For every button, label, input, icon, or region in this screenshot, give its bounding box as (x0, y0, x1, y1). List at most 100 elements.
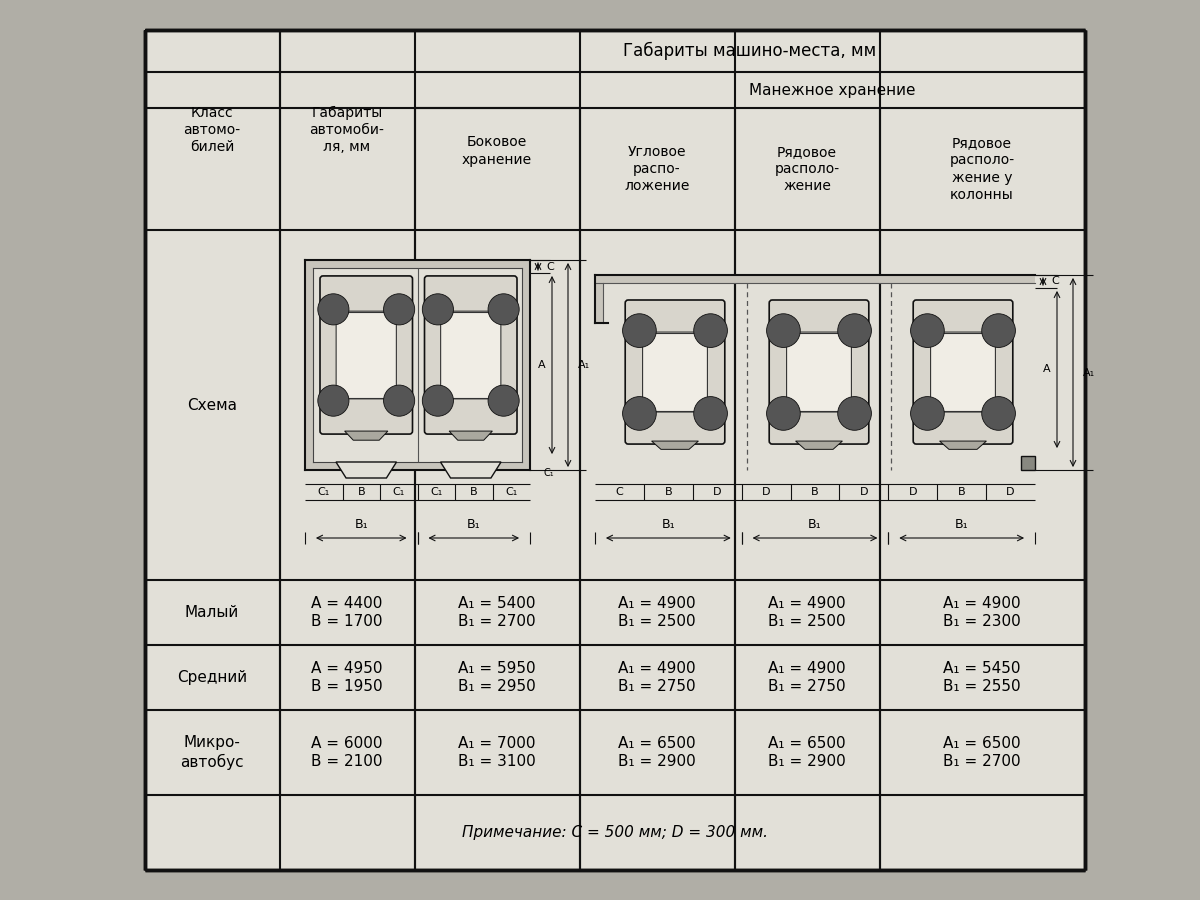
Text: Рядовое
располо-
жение: Рядовое располо- жение (774, 145, 840, 194)
Circle shape (422, 293, 454, 325)
Polygon shape (344, 431, 388, 440)
Text: Боковое
хранение: Боковое хранение (462, 135, 532, 166)
Polygon shape (440, 462, 502, 478)
Text: Средний: Средний (176, 670, 247, 685)
Circle shape (767, 314, 800, 347)
Text: B₁: B₁ (354, 518, 368, 530)
FancyBboxPatch shape (425, 276, 517, 434)
Text: C₁: C₁ (392, 487, 404, 497)
Polygon shape (449, 431, 492, 440)
FancyBboxPatch shape (913, 300, 1013, 444)
Circle shape (982, 397, 1015, 430)
Text: B₁: B₁ (955, 518, 968, 530)
Text: A₁: A₁ (1084, 367, 1096, 377)
FancyBboxPatch shape (440, 311, 500, 399)
Circle shape (982, 314, 1015, 347)
Text: B: B (470, 487, 478, 497)
Text: Угловое
распо-
ложение: Угловое распо- ложение (624, 145, 690, 194)
Polygon shape (580, 796, 581, 869)
Text: A₁ = 5950
B₁ = 2950: A₁ = 5950 B₁ = 2950 (458, 661, 536, 694)
Polygon shape (878, 231, 881, 579)
Circle shape (488, 293, 520, 325)
Text: Манежное хранение: Манежное хранение (749, 83, 916, 97)
Circle shape (838, 314, 871, 347)
Text: D: D (908, 487, 917, 497)
Polygon shape (595, 275, 1034, 283)
Circle shape (694, 397, 727, 430)
Text: C: C (616, 487, 623, 497)
FancyBboxPatch shape (769, 300, 869, 444)
Polygon shape (796, 441, 842, 449)
Text: C₁: C₁ (430, 487, 443, 497)
Text: A₁ = 5400
B₁ = 2700: A₁ = 5400 B₁ = 2700 (458, 596, 536, 629)
Polygon shape (414, 231, 416, 579)
Text: A₁ = 7000
B₁ = 3100: A₁ = 7000 B₁ = 3100 (458, 735, 536, 770)
Text: A: A (1043, 364, 1051, 374)
FancyBboxPatch shape (642, 332, 708, 412)
Text: A₁ = 6500
B₁ = 2900: A₁ = 6500 B₁ = 2900 (618, 735, 696, 770)
Text: A₁ = 5450
B₁ = 2550: A₁ = 5450 B₁ = 2550 (943, 661, 1021, 694)
Polygon shape (336, 462, 396, 478)
Polygon shape (414, 109, 416, 229)
Circle shape (318, 385, 349, 416)
Circle shape (911, 397, 944, 430)
Text: A₁ = 4900
B₁ = 2750: A₁ = 4900 B₁ = 2750 (618, 661, 696, 694)
Polygon shape (305, 260, 530, 470)
FancyBboxPatch shape (320, 276, 413, 434)
Text: B: B (665, 487, 672, 497)
Text: A₁ = 4900
B₁ = 2750: A₁ = 4900 B₁ = 2750 (768, 661, 846, 694)
Circle shape (488, 385, 520, 416)
Text: A₁ = 4900
B₁ = 2300: A₁ = 4900 B₁ = 2300 (943, 596, 1021, 629)
Text: A₁: A₁ (578, 360, 590, 370)
Text: A: A (538, 360, 546, 370)
Text: D: D (713, 487, 721, 497)
Polygon shape (734, 31, 736, 71)
Polygon shape (652, 441, 698, 449)
Text: C₁: C₁ (318, 487, 330, 497)
Polygon shape (145, 30, 1085, 870)
Text: C: C (1051, 276, 1058, 286)
Circle shape (318, 293, 349, 325)
Text: A₁ = 6500
B₁ = 2900: A₁ = 6500 B₁ = 2900 (768, 735, 846, 770)
Text: Габариты машино-места, мм: Габариты машино-места, мм (623, 42, 877, 60)
Text: Микро-
автобус: Микро- автобус (180, 735, 244, 770)
Circle shape (623, 314, 656, 347)
Text: C₁: C₁ (542, 467, 553, 478)
Polygon shape (595, 283, 604, 323)
Circle shape (694, 314, 727, 347)
Text: B: B (358, 487, 365, 497)
Text: B: B (811, 487, 818, 497)
Text: Схема: Схема (187, 398, 238, 412)
Polygon shape (580, 31, 581, 71)
Text: B₁: B₁ (661, 518, 676, 530)
Polygon shape (734, 73, 736, 107)
Text: A = 6000
B = 2100: A = 6000 B = 2100 (311, 735, 383, 770)
Text: D: D (859, 487, 868, 497)
Text: B₁: B₁ (467, 518, 480, 530)
Text: A = 4400
B = 1700: A = 4400 B = 1700 (311, 596, 383, 629)
Bar (1021, 456, 1034, 470)
Circle shape (838, 397, 871, 430)
Text: A₁ = 6500
B₁ = 2700: A₁ = 6500 B₁ = 2700 (943, 735, 1021, 770)
FancyBboxPatch shape (786, 332, 852, 412)
Text: C: C (546, 262, 553, 272)
Polygon shape (878, 796, 881, 869)
Circle shape (911, 314, 944, 347)
Polygon shape (580, 231, 581, 579)
Polygon shape (278, 31, 281, 229)
Polygon shape (878, 73, 881, 107)
Circle shape (384, 293, 415, 325)
Text: C₁: C₁ (505, 487, 517, 497)
Polygon shape (278, 796, 281, 869)
Text: A₁ = 4900
B₁ = 2500: A₁ = 4900 B₁ = 2500 (618, 596, 696, 629)
Polygon shape (734, 796, 736, 869)
Text: A₁ = 4900
B₁ = 2500: A₁ = 4900 B₁ = 2500 (768, 596, 846, 629)
FancyBboxPatch shape (930, 332, 996, 412)
Circle shape (422, 385, 454, 416)
Polygon shape (313, 268, 522, 462)
Text: B₁: B₁ (808, 518, 822, 530)
Circle shape (384, 385, 415, 416)
Text: Малый: Малый (185, 605, 239, 620)
Text: Класс
автомо-
билей: Класс автомо- билей (184, 105, 240, 154)
Polygon shape (414, 73, 416, 107)
